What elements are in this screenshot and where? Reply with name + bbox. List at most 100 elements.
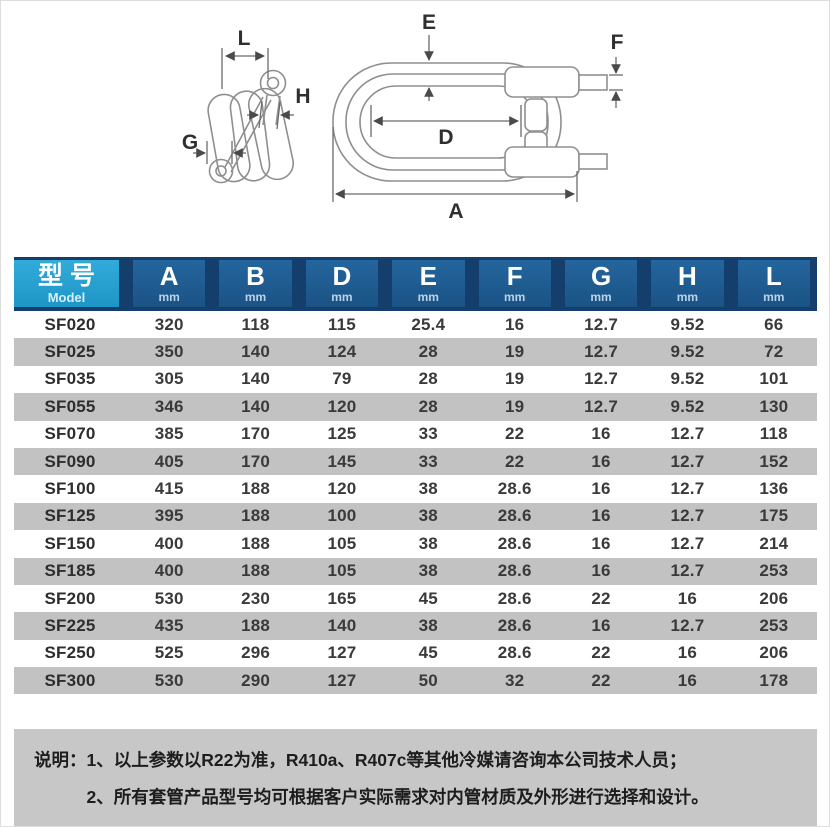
value-cell: 145 [327,451,357,471]
value-cell: 9.52 [670,369,705,389]
value-cell: 206 [759,588,789,608]
dim-label-A: A [448,200,463,223]
value-cell: 140 [241,342,271,362]
dim-label-H: H [295,85,310,108]
value-cell: 12.7 [670,506,705,526]
value-cell: 22 [591,643,611,663]
value-cell: 45 [418,643,438,663]
table-row: SF055 346 140 120 28 19 12.7 9.52 130 [14,393,817,421]
spec-table-body: SF020 320 118 115 25.4 16 12.7 9.52 66 SF025 350 14… [14,311,817,695]
value-cell: 188 [241,479,271,499]
value-cell: 16 [677,670,698,690]
value-cell: 101 [759,369,789,389]
value-cell: 127 [327,643,357,663]
value-cell: 28.6 [497,561,532,581]
value-cell: 22 [591,588,611,608]
table-row: SF225 435 188 140 38 28.6 16 12.7 253 [14,612,817,640]
value-cell: 100 [327,506,357,526]
value-cell: 296 [241,643,271,663]
value-cell: 400 [154,533,184,553]
table-row: SF025 350 140 124 28 19 12.7 9.52 72 [14,338,817,366]
value-cell: 16 [591,479,611,499]
model-cell: SF250 [44,643,96,663]
value-cell: 16 [591,451,611,471]
model-cell: SF125 [44,506,96,526]
value-cell: 22 [505,424,525,444]
value-cell: 22 [591,670,611,690]
dim-label-L: L [238,27,251,50]
value-cell: 38 [418,615,438,635]
value-cell: 435 [154,615,184,635]
value-cell: 28.6 [497,615,532,635]
value-cell: 188 [241,533,271,553]
value-cell: 28 [418,369,438,389]
value-cell: 33 [418,424,438,444]
value-cell: 305 [154,369,184,389]
model-cell: SF150 [44,533,96,553]
dimension-drawings: L H G [182,11,624,223]
value-cell: 140 [241,396,271,416]
dim-label-E: E [422,11,436,34]
table-row: SF035 305 140 79 28 19 12.7 9.52 101 [14,365,817,394]
front-view-dimensions [332,35,623,202]
value-cell: 188 [241,506,271,526]
value-cell: 120 [327,479,357,499]
dim-label-D: D [438,126,453,149]
model-cell: SF100 [44,479,96,499]
value-cell: 395 [154,506,184,526]
value-cell: 405 [154,451,184,471]
value-cell: 346 [154,396,184,416]
value-cell: 16 [591,561,611,581]
value-cell: 12.7 [670,533,705,553]
value-cell: 230 [241,588,271,608]
table-row: SF090 405 170 145 33 22 16 12.7 152 [14,447,817,476]
value-cell: 130 [759,396,789,416]
value-cell: 415 [154,479,184,499]
value-cell: 12.7 [584,369,618,389]
front-view-drawing [332,62,608,182]
value-cell: 9.52 [670,342,705,362]
model-cell: SF225 [44,615,96,635]
value-cell: 19 [505,396,525,416]
value-cell: 127 [327,670,357,690]
value-cell: 12.7 [584,396,618,416]
value-cell: 118 [241,314,270,334]
notes-prefix: 说明： [34,750,87,771]
dim-label-G: G [182,131,198,154]
table-row: SF300 530 290 127 50 32 22 16 178 [14,667,817,695]
value-cell: 206 [759,643,789,663]
value-cell: 72 [764,342,784,362]
notes-lines: 1、以上参数以R22为准，R410a、R407c等其他冷媒请咨询本公司技术人员；… [87,742,709,816]
table-row: SF150 400 188 105 38 28.6 16 12.7 214 [14,530,817,558]
note-line: 2、所有套管产品型号均可根据客户实际需求对内管材质及外形进行选择和设计。 [86,787,709,808]
value-cell: 118 [759,424,788,444]
value-cell: 120 [327,396,357,416]
table-row: SF185 400 188 105 38 28.6 16 12.7 253 [14,557,817,585]
value-cell: 125 [327,424,357,444]
model-cell: SF055 [44,396,96,416]
value-cell: 12.7 [584,342,618,362]
value-cell: 9.52 [670,314,705,334]
value-cell: 38 [418,561,438,581]
value-cell: 16 [591,533,611,553]
table-row: SF070 385 170 125 33 22 16 12.7 118 [14,420,817,448]
value-cell: 525 [154,643,184,663]
value-cell: 16 [591,506,611,526]
product-diagrams: L H G [1,1,829,253]
value-cell: 19 [505,369,525,389]
value-cell: 178 [759,670,789,690]
value-cell: 25.4 [411,314,446,334]
note-line: 1、以上参数以R22为准，R410a、R407c等其他冷媒请咨询本公司技术人员； [86,750,687,771]
value-cell: 38 [418,533,438,553]
value-cell: 320 [154,314,184,334]
value-cell: 28.6 [497,506,532,526]
value-cell: 253 [759,615,789,635]
table-row: SF200 530 230 165 45 28.6 22 16 206 [14,584,817,613]
value-cell: 66 [764,314,784,334]
value-cell: 152 [759,451,789,471]
